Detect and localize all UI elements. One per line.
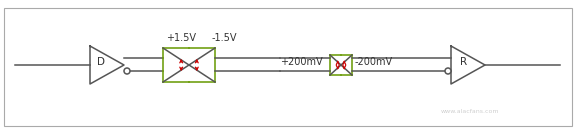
FancyBboxPatch shape (4, 8, 572, 126)
Text: R: R (460, 57, 467, 67)
Text: +200mV: +200mV (280, 57, 323, 67)
Text: www.alacfans.com: www.alacfans.com (441, 109, 499, 114)
Text: -200mV: -200mV (355, 57, 393, 67)
Text: D: D (97, 57, 105, 67)
Text: -1.5V: -1.5V (212, 33, 238, 43)
Text: +1.5V: +1.5V (166, 33, 196, 43)
Circle shape (445, 68, 451, 74)
Circle shape (124, 68, 130, 74)
